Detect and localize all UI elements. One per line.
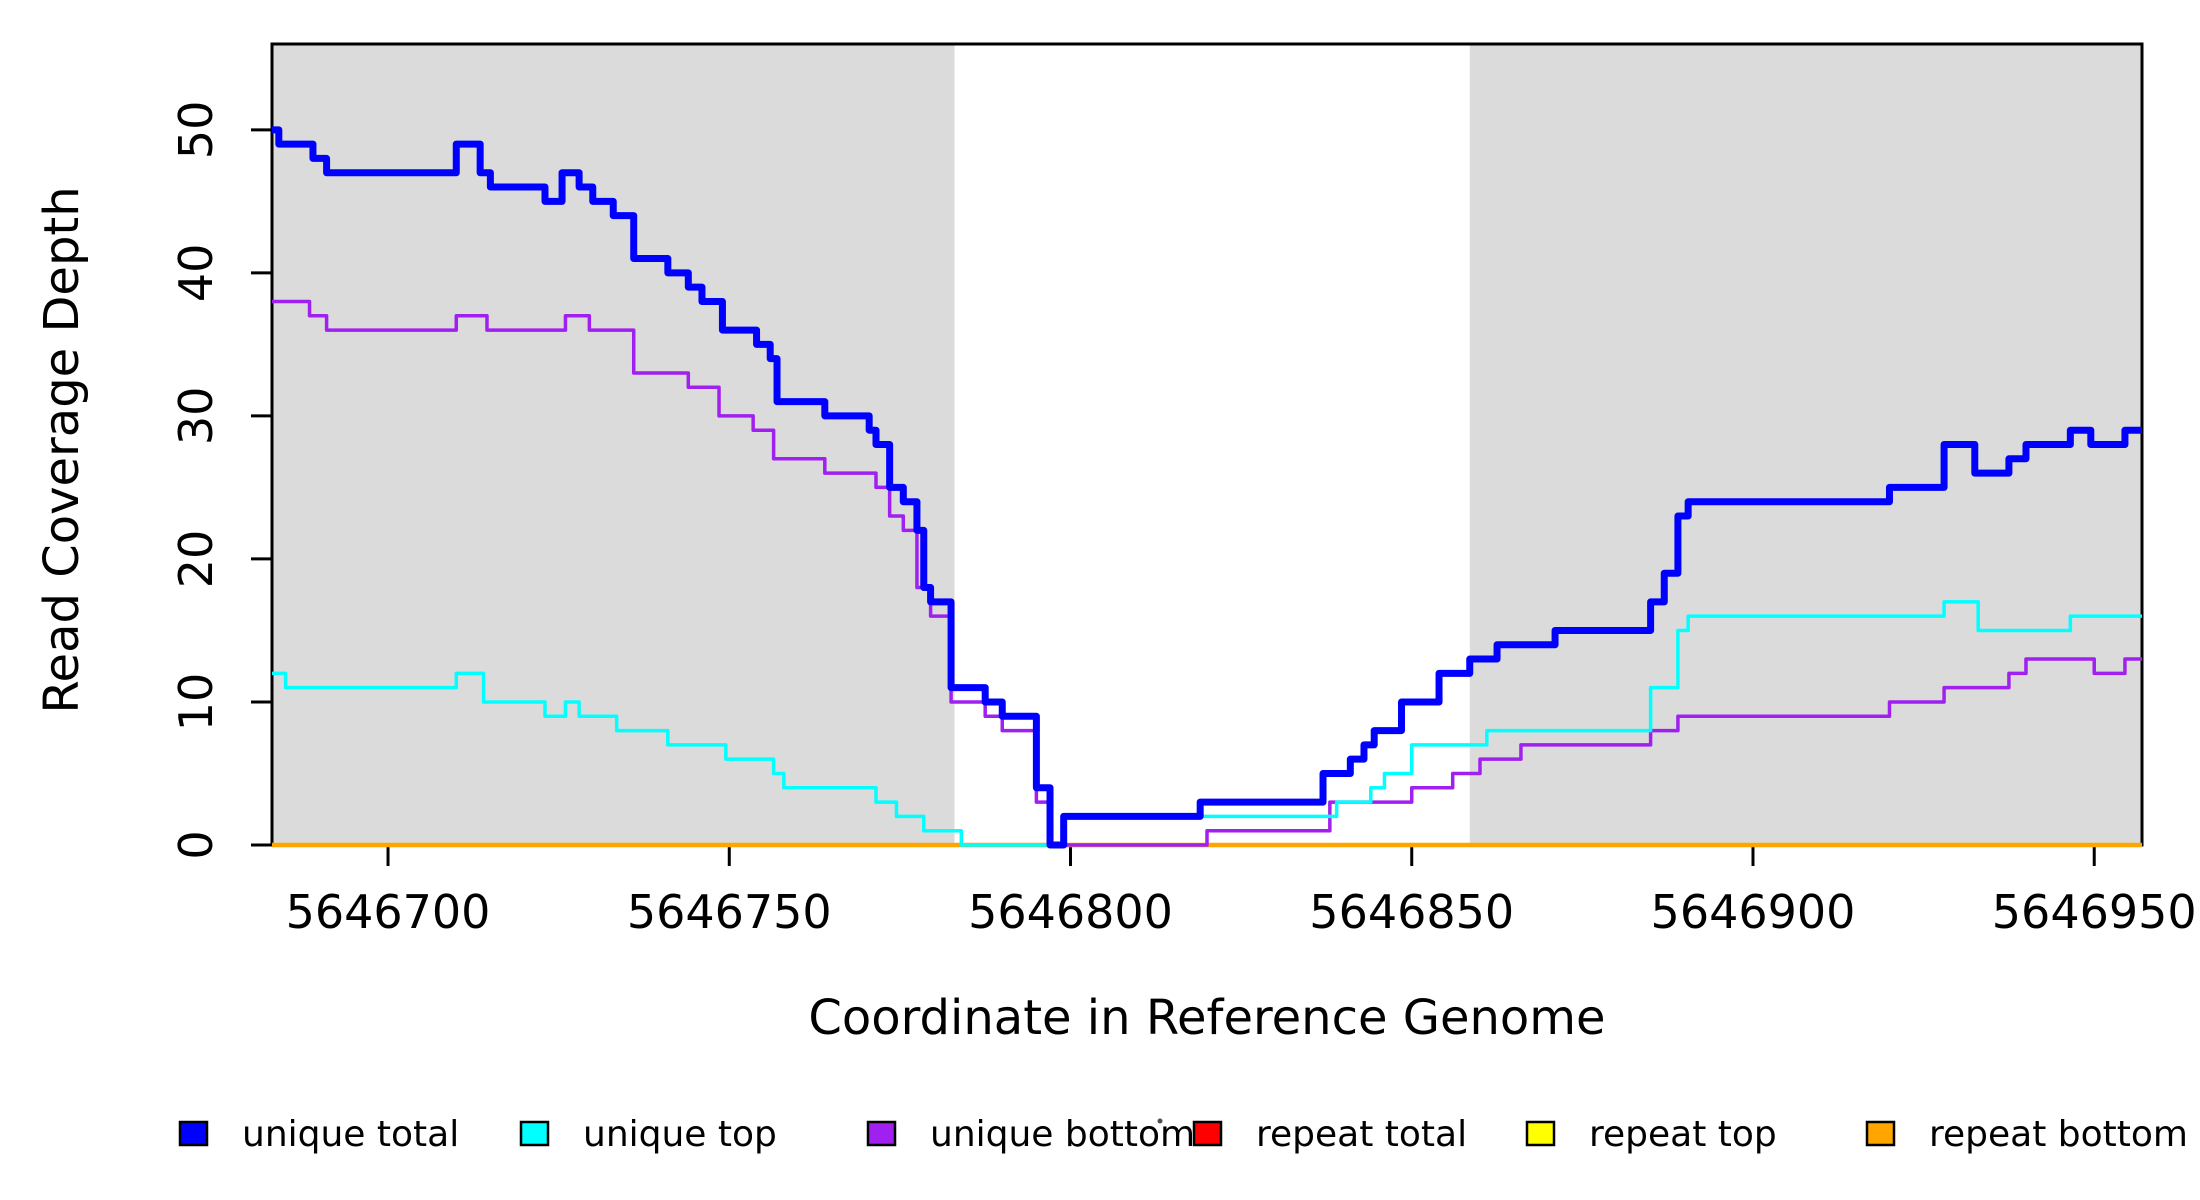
y-axis: 0 10 20 30 40 50	[169, 101, 272, 860]
y-axis-title: Read Coverage Depth	[34, 186, 90, 713]
legend-entry-unique-bottom: unique bottom	[866, 1114, 1195, 1155]
legend-label: repeat top	[1589, 1114, 1777, 1155]
legend-label: unique total	[242, 1114, 459, 1155]
legend-swatch	[519, 1120, 550, 1147]
legend: unique total unique top unique bottom repea…	[178, 1114, 2188, 1155]
shaded-regions	[272, 44, 2142, 845]
legend-swatch	[1525, 1120, 1556, 1147]
x-tick-label: 5646800	[968, 885, 1173, 939]
y-tick-label: 0	[169, 830, 223, 859]
legend-label: repeat total	[1256, 1114, 1467, 1155]
legend-swatch	[1865, 1120, 1896, 1147]
x-tick-label: 5646850	[1309, 885, 1514, 939]
x-tick-label: 5646750	[627, 885, 832, 939]
legend-swatch	[178, 1120, 209, 1147]
y-tick-label: 40	[169, 244, 223, 303]
x-axis-title: Coordinate in Reference Genome	[808, 990, 1605, 1046]
x-axis: 5646700 5646750 5646800 5646850 5646900 56469…	[286, 845, 2197, 939]
y-tick-label: 20	[169, 530, 223, 589]
y-tick-label: 30	[169, 387, 223, 446]
x-tick-label: 5646700	[286, 885, 491, 939]
legend-label: unique bottom	[930, 1114, 1195, 1155]
y-tick-label: 10	[169, 673, 223, 732]
x-tick-label: 5646950	[1992, 885, 2197, 939]
y-tick-label: 50	[169, 101, 223, 160]
legend-label: unique top	[583, 1114, 777, 1155]
shaded-region	[272, 44, 955, 845]
legend-entry-unique-top: unique top	[519, 1114, 777, 1155]
legend-entry-repeat-total: repeat total	[1192, 1114, 1467, 1155]
stray-dot-artifact	[1157, 1118, 1163, 1124]
legend-label: repeat bottom	[1929, 1114, 2188, 1155]
legend-swatch	[1192, 1120, 1223, 1147]
series-lines	[272, 126, 2142, 849]
legend-entry-repeat-bottom: repeat bottom	[1865, 1114, 2188, 1155]
series-line-unique-top	[272, 600, 2142, 847]
series-line-unique-total	[272, 126, 2142, 849]
legend-swatch	[866, 1120, 897, 1147]
legend-entry-repeat-top: repeat top	[1525, 1114, 1777, 1155]
x-tick-label: 5646900	[1651, 885, 1856, 939]
legend-entry-unique-total: unique total	[178, 1114, 459, 1155]
series-line-unique-bottom	[272, 299, 2142, 847]
